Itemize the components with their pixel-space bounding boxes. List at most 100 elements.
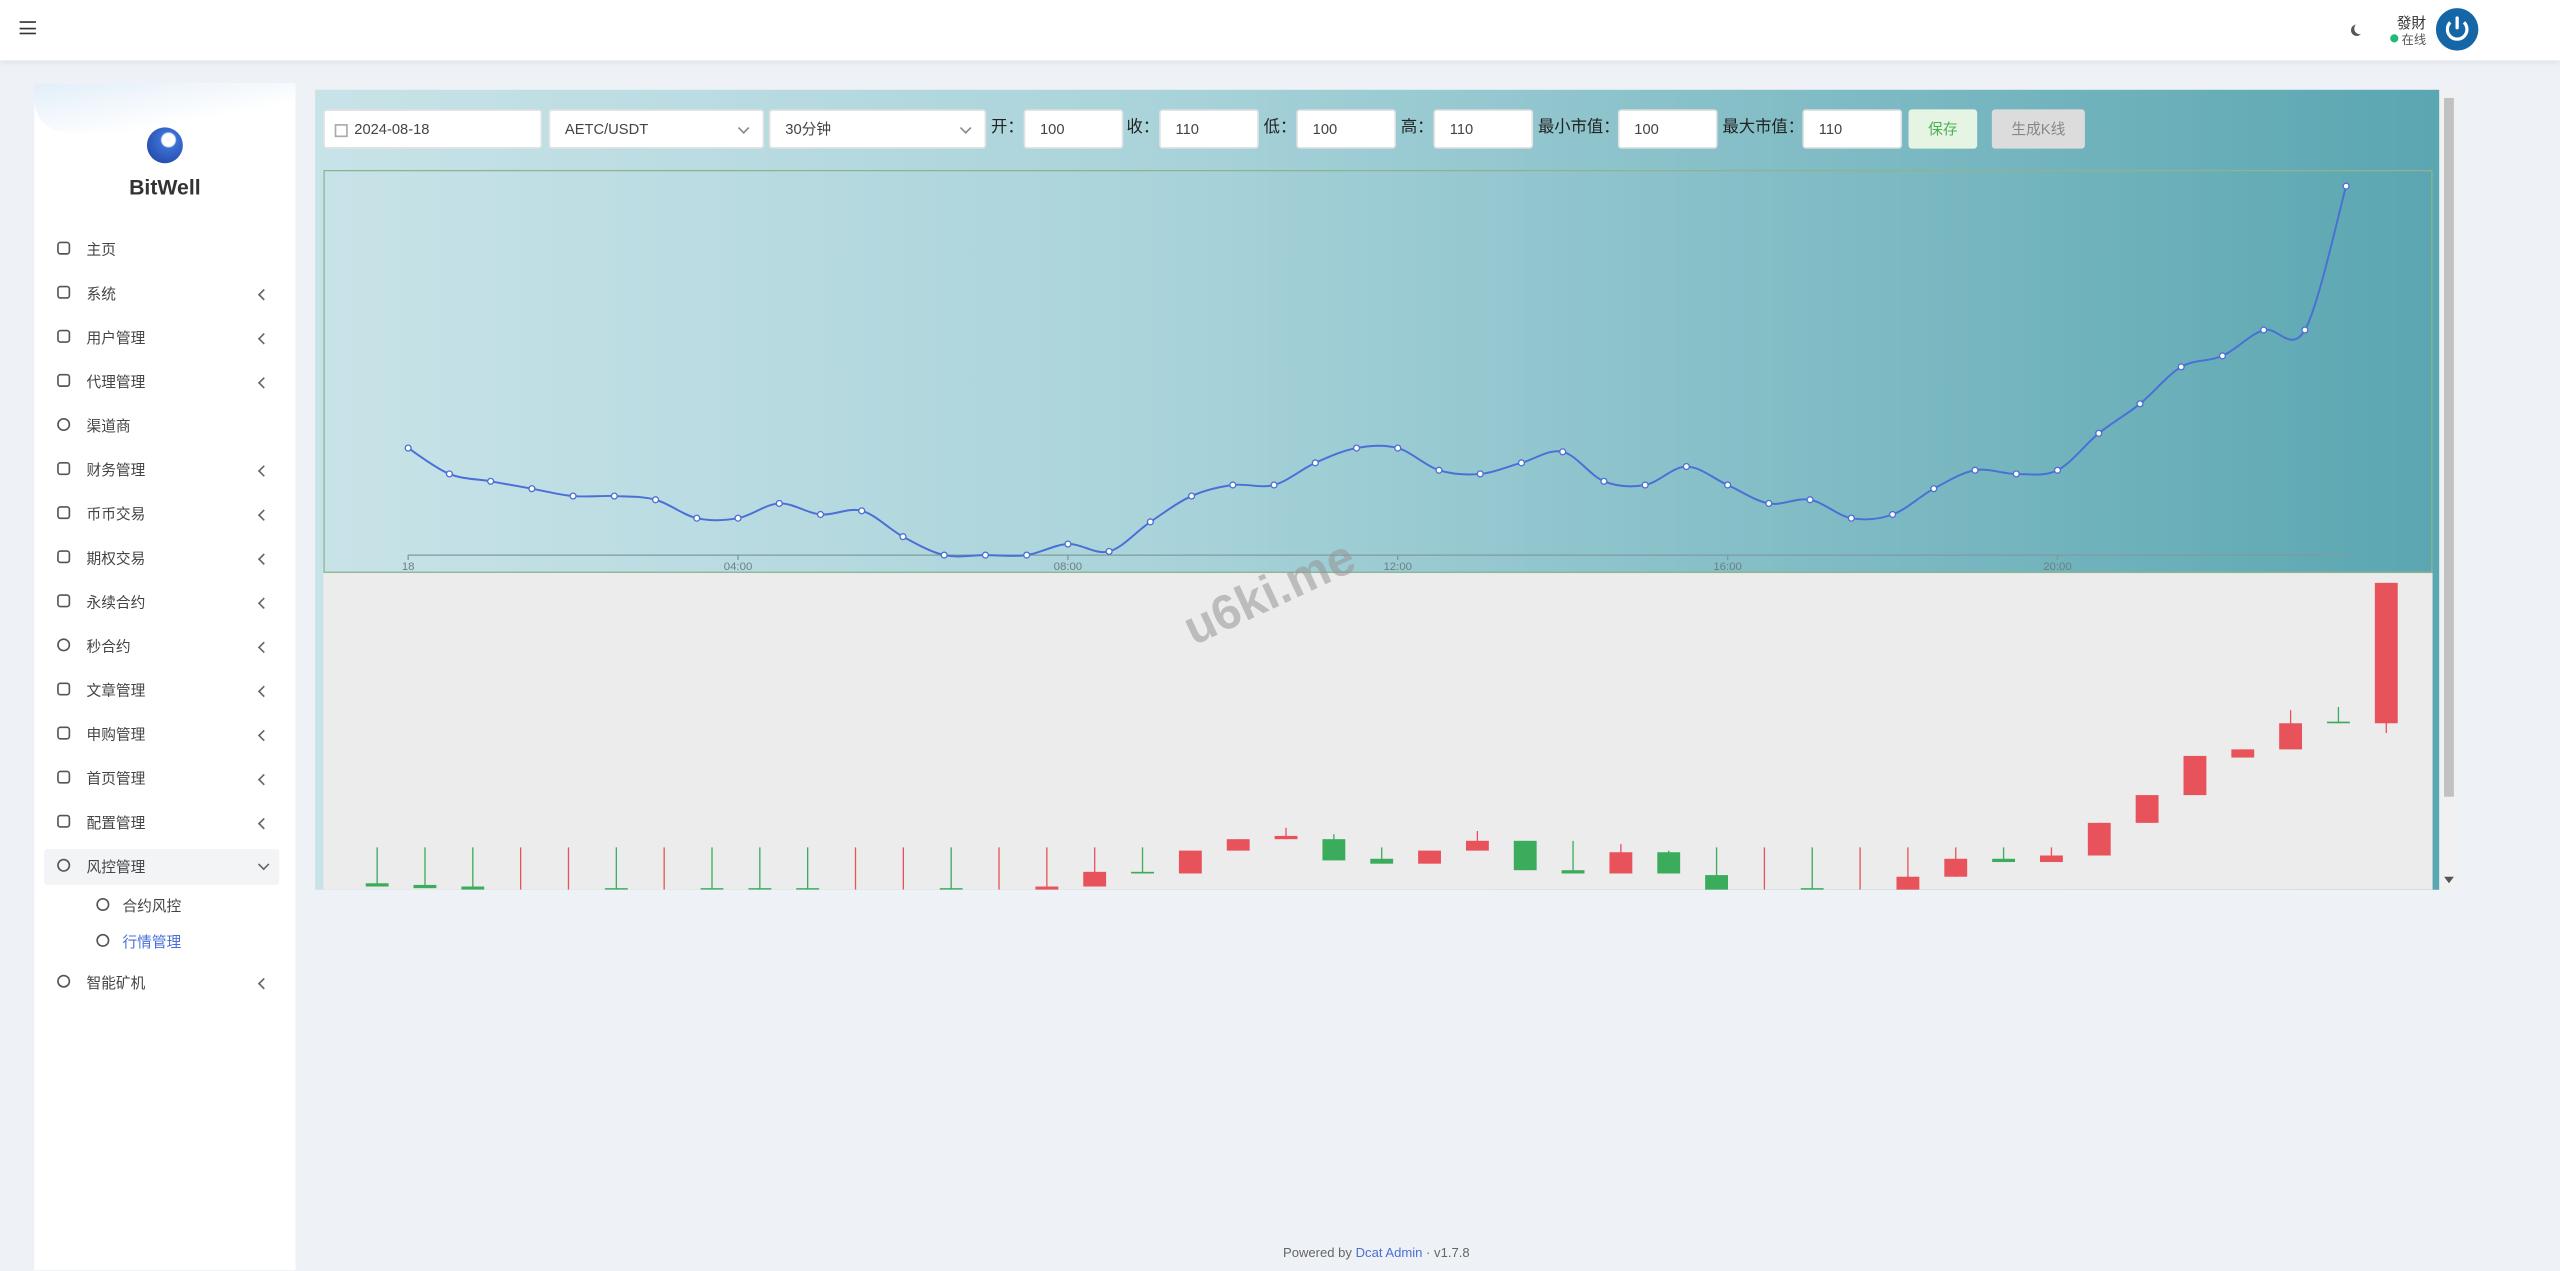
candle-body bbox=[1274, 835, 1298, 840]
menu-arrow bbox=[257, 333, 270, 345]
menu-label: 风控管理 bbox=[86, 858, 146, 876]
price-point bbox=[1435, 466, 1443, 474]
candle-body bbox=[1800, 888, 1824, 890]
price-point bbox=[2053, 466, 2062, 474]
menu-item[interactable]: 财务管理 bbox=[44, 452, 279, 488]
menu-item[interactable]: 申购管理 bbox=[44, 717, 279, 753]
price-point bbox=[775, 499, 783, 508]
price-point bbox=[2218, 352, 2227, 360]
menu-label: 首页管理 bbox=[86, 770, 146, 787]
candle-body bbox=[1944, 858, 1968, 877]
menu-item[interactable]: 永续合约 bbox=[44, 584, 279, 620]
save-button[interactable]: 保存 bbox=[1908, 109, 1978, 149]
price-point bbox=[1270, 481, 1278, 489]
menu-item[interactable]: 文章管理 bbox=[44, 673, 279, 709]
theme-toggle[interactable] bbox=[2354, 23, 2365, 34]
price-line bbox=[407, 185, 2348, 558]
kline-group bbox=[365, 582, 2398, 890]
date-input[interactable]: 2024-08-18 bbox=[323, 109, 543, 149]
menu-arrow bbox=[257, 773, 270, 786]
candle-body bbox=[2135, 795, 2159, 823]
price-point bbox=[2260, 326, 2268, 334]
brand[interactable]: BitWell bbox=[129, 174, 201, 200]
menu-arrow bbox=[257, 817, 270, 830]
pair-select[interactable]: AETC/USDT bbox=[548, 109, 765, 149]
candle-body bbox=[461, 886, 485, 890]
price-point bbox=[899, 533, 907, 541]
menu-icon bbox=[57, 285, 71, 299]
generate-button[interactable]: 生成K线 bbox=[1991, 109, 2085, 149]
menu-arrow bbox=[257, 641, 270, 654]
menu-item[interactable]: 主页 bbox=[44, 232, 279, 268]
menu-item[interactable]: 配置管理 bbox=[44, 805, 279, 841]
field-input[interactable]: 110 bbox=[1433, 109, 1534, 149]
candle-body bbox=[2231, 749, 2255, 758]
separator: · bbox=[1426, 1245, 1431, 1261]
candle-body bbox=[1705, 875, 1728, 890]
menu-label: 配置管理 bbox=[86, 814, 146, 832]
candle-body bbox=[1609, 852, 1633, 874]
price-point bbox=[940, 551, 948, 559]
menu-icon bbox=[57, 858, 71, 872]
price-point bbox=[1600, 477, 1608, 485]
menu-item[interactable]: 首页管理 bbox=[44, 761, 279, 797]
menu-item[interactable]: 智能矿机 bbox=[44, 965, 279, 1001]
menu-item[interactable]: 秒合约 bbox=[44, 629, 279, 665]
menu-label: 文章管理 bbox=[86, 682, 146, 699]
price-point bbox=[1682, 462, 1690, 471]
candle-body bbox=[2374, 582, 2398, 724]
price-point bbox=[1641, 481, 1649, 489]
price-point bbox=[1105, 547, 1113, 556]
submenu-item[interactable]: 行情管理 bbox=[44, 924, 279, 960]
field-input[interactable]: 100 bbox=[1617, 109, 1718, 149]
menu-arrow bbox=[257, 377, 270, 389]
candle-body bbox=[2183, 755, 2207, 796]
scrollbar-thumb[interactable] bbox=[2444, 97, 2454, 797]
submenu-item[interactable]: 合约风控 bbox=[44, 888, 279, 924]
price-point bbox=[1971, 466, 1979, 474]
menu-item[interactable]: 风控管理 bbox=[44, 848, 280, 885]
candle-body bbox=[1131, 871, 1154, 874]
menu-item[interactable]: 渠道商 bbox=[44, 408, 279, 444]
field-label: 开： bbox=[991, 119, 1024, 138]
x-tick-label: 16:00 bbox=[1713, 561, 1742, 573]
interval-select[interactable]: 30分钟 bbox=[768, 109, 987, 149]
date-value: 2024-08-18 bbox=[354, 120, 430, 138]
field-input[interactable]: 110 bbox=[1159, 109, 1259, 149]
field-label: 收： bbox=[1126, 119, 1160, 138]
candle-body bbox=[2327, 721, 2350, 724]
field-input[interactable]: 110 bbox=[1802, 109, 1903, 149]
avatar[interactable] bbox=[2435, 8, 2479, 51]
menu-item[interactable]: 币币交易 bbox=[44, 496, 279, 532]
menu-item[interactable]: 代理管理 bbox=[44, 364, 279, 400]
price-point bbox=[1476, 470, 1484, 478]
footer-link[interactable]: Dcat Admin bbox=[1355, 1245, 1423, 1261]
menu-toggle[interactable] bbox=[19, 21, 36, 35]
price-point bbox=[734, 514, 742, 522]
user-name[interactable]: 發財 bbox=[2396, 14, 2427, 32]
sidebar-decoration bbox=[34, 83, 296, 133]
menu-item[interactable]: 系统 bbox=[44, 276, 279, 312]
menu-icon bbox=[57, 241, 71, 255]
scroll-down[interactable] bbox=[2444, 876, 2454, 884]
price-point bbox=[816, 510, 825, 519]
candle-body bbox=[1083, 871, 1107, 887]
menu-icon bbox=[57, 682, 71, 696]
field-label: 高： bbox=[1400, 119, 1434, 138]
price-point bbox=[1517, 459, 1526, 467]
price-point bbox=[2342, 182, 2350, 190]
price-point bbox=[981, 551, 990, 559]
field-input[interactable]: 100 bbox=[1023, 109, 1124, 149]
field-label: 低： bbox=[1263, 119, 1297, 138]
candle-body bbox=[413, 884, 437, 889]
menu-item[interactable]: 期权交易 bbox=[44, 540, 279, 576]
menu-item[interactable]: 用户管理 bbox=[44, 320, 279, 356]
menu-label: 财务管理 bbox=[86, 462, 146, 479]
menu-label: 永续合约 bbox=[86, 594, 146, 611]
chart: 18 04:00 08:00 12:00 16:00 20:00 bbox=[323, 169, 2433, 890]
price-point bbox=[1146, 518, 1154, 526]
price-point bbox=[1311, 459, 1319, 467]
price-point bbox=[569, 492, 577, 500]
price-point bbox=[1187, 492, 1196, 500]
field-input[interactable]: 100 bbox=[1296, 109, 1396, 149]
